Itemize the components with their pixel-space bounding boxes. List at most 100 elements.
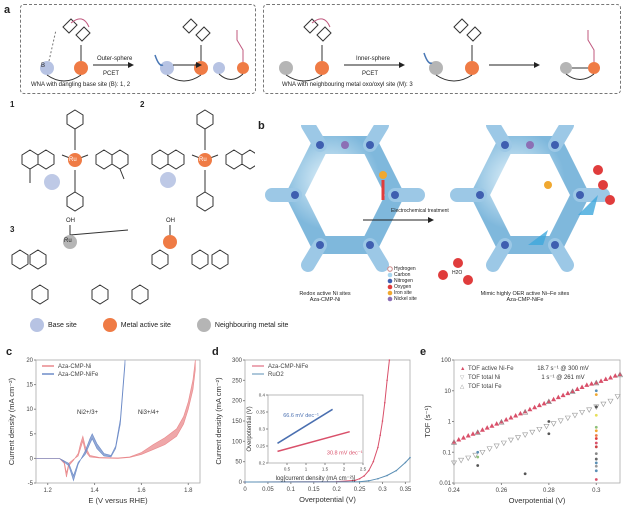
legend-label: TOF total Fe (468, 384, 502, 390)
tof-active-nife-point (503, 417, 509, 422)
polarization-curve (244, 359, 390, 483)
peak-annotation: Ni3+/4+ (138, 410, 160, 416)
literature-point (594, 464, 598, 468)
legend-label: RuO2 (268, 372, 284, 378)
x-tick-label: 0.3 (378, 487, 387, 493)
x-tick-label: 0.3 (592, 488, 601, 494)
literature-point (547, 432, 551, 436)
y-tick-label: 0.4 (259, 393, 266, 398)
tof-total-ni-point (493, 443, 500, 450)
tof-total-fe-point (545, 398, 552, 405)
ligand-label: OH (166, 218, 175, 224)
legend-item: Base site (30, 318, 77, 332)
tof-annotation: 1 s⁻¹ @ 261 mV (541, 375, 584, 381)
metal-site-circle (74, 61, 88, 75)
atom-legend-label: Oxygen (394, 284, 412, 290)
x-axis-label: Overpotential (V) (299, 495, 356, 504)
right-framework-caption: Mimic highly OER active Ni–Fe sites Aza-… (475, 291, 575, 303)
y-tick-label: 0.35 (256, 410, 265, 415)
tof-active-nife-point (555, 394, 561, 400)
tof-total-fe-point (450, 439, 458, 445)
tof-total-ni-point (600, 401, 607, 408)
cv-band-ni (36, 359, 196, 478)
legend-item: Metal active site (102, 318, 171, 332)
tof-active-nife-point (579, 384, 585, 389)
base-label: B (41, 63, 46, 69)
y-tick-label: 300 (232, 358, 243, 364)
y-tick-label: 0.01 (439, 481, 451, 487)
data-point (395, 469, 398, 472)
reactant-structure (40, 18, 91, 82)
tof-total-ni-point (536, 426, 543, 433)
x-tick-label: 1.2 (44, 488, 53, 494)
panel-label-c: c (6, 346, 13, 358)
tof-total-ni-point (550, 421, 557, 427)
pcet-label: PCET (362, 71, 379, 77)
literature-point (523, 472, 527, 476)
legend-label: TOF total Ni (468, 375, 500, 381)
y-tick-label: 200 (232, 399, 243, 405)
tof-total-ni-point (458, 457, 465, 464)
x-tick-label: 0.5 (284, 467, 291, 472)
data-point (381, 420, 384, 422)
neighbouring-metal-site-swatch (196, 318, 211, 332)
y-axis-label: Current density (mA cm⁻²) (214, 377, 223, 465)
x-axis-label: E (V versus RHE) (88, 496, 148, 505)
tafel-slope-label: 66.6 mV dec⁻¹ (283, 413, 319, 419)
tof-total-ni-point (586, 407, 593, 413)
tof-total-fe-point (498, 419, 505, 425)
iron-site-atom (379, 171, 387, 179)
product-structure (213, 30, 249, 80)
x-tick-label: 0.25 (354, 487, 366, 493)
caption-line: Aza-CMP-NiFe (506, 297, 544, 303)
data-point (358, 480, 361, 483)
y-tick-label: 150 (232, 419, 243, 425)
legend-marker: ▲ (460, 366, 465, 372)
mechanism-box-outer-sphere: B Outer-sphere PCET WNA with dangling ba… (20, 4, 256, 94)
x-tick-label: 1 (305, 467, 308, 472)
y-tick-label: 100 (232, 439, 243, 445)
tof-total-ni-point (543, 423, 550, 430)
tof-active-nife-point (565, 390, 571, 396)
tof-total-fe-point (593, 379, 600, 386)
x-axis-label: log[current density (mA cm⁻²)] (276, 476, 356, 482)
plot-frame (244, 359, 411, 483)
x-tick-label: 1.8 (184, 488, 193, 494)
atom-legend-label: Iron site (394, 290, 412, 296)
literature-point (594, 425, 598, 429)
panel-label-a: a (4, 4, 11, 16)
metal-label: Ru (69, 157, 77, 163)
y-tick-label: 0 (30, 456, 34, 462)
y-tick-label: -5 (28, 481, 34, 487)
outer-sphere-caption: WNA with dangling base site (B): 1, 2 (31, 82, 131, 88)
product-structure (560, 30, 600, 80)
framework-illustration (265, 125, 615, 302)
data-point (367, 469, 370, 472)
literature-point (594, 434, 598, 437)
tof-total-fe-point (522, 409, 529, 415)
plot-frame (35, 359, 201, 484)
data-point (244, 481, 246, 483)
reactant-structure (279, 18, 332, 82)
data-point (386, 474, 388, 477)
x-tick-label: 0.2 (332, 487, 341, 493)
tof-active-nife-point (456, 436, 462, 442)
electrochemical-treatment-label: Electrochemical treatment (391, 208, 449, 214)
literature-point (594, 441, 598, 445)
tof-total-ni-point (479, 449, 486, 456)
panel-label-d: d (212, 346, 219, 358)
legend-label: Base site (48, 321, 77, 329)
atom-legend-label: Nickel site (394, 296, 417, 302)
tof-active-nife-point (479, 427, 485, 432)
tof-total-ni-point (557, 418, 564, 424)
y-tick-label: 15 (26, 383, 33, 389)
data-point (354, 479, 356, 482)
complex-structures (11, 109, 255, 305)
y-axis-label: TOF (s⁻¹) (423, 405, 432, 438)
tof-active-nife-point (484, 425, 490, 430)
data-point (383, 401, 386, 404)
data-point (388, 359, 391, 361)
x-tick-label: 0.24 (448, 488, 460, 494)
mechanism-box-inner-sphere: Inner-sphere PCET WNA with neighbouring … (263, 4, 621, 94)
tof-total-ni-point (522, 432, 529, 438)
